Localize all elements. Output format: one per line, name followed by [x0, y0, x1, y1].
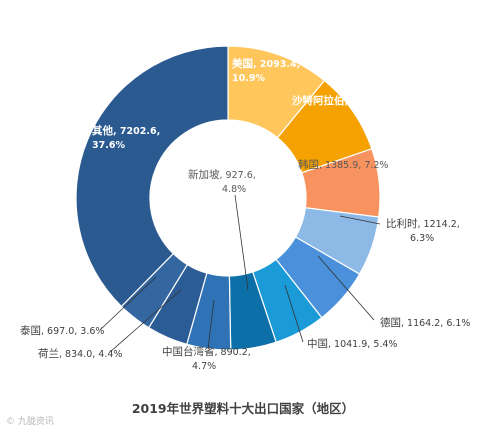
slice-value: , 890.2, [215, 347, 251, 358]
leader-line-5 [317, 255, 375, 321]
slice-pct: 6.3% [410, 233, 434, 244]
slice-label-7: 新加坡, 927.6, 4.8% [188, 168, 256, 195]
slice-name: 其他 [92, 124, 113, 137]
slice-name: 中国台湾省 [162, 345, 215, 358]
slice-pct: 37.6% [92, 140, 125, 151]
slice-label-4: 比利时, 1214.2, 6.3% [386, 217, 460, 244]
slice-value: , 2093.4, [253, 59, 300, 70]
slice-value: , 697.0, 3.6% [41, 326, 104, 337]
slice-pct: 4.7% [192, 361, 216, 372]
slice-value: , 7202.6, [113, 126, 160, 137]
slice-value: , 927.6, [220, 170, 256, 181]
slice-value: , 1214.2, [418, 219, 460, 230]
slice-name: 中国 [307, 337, 328, 350]
leader-line-6 [284, 284, 304, 343]
slice-name: 美国 [232, 57, 253, 70]
slice-label-10: 泰国, 697.0, 3.6% [20, 324, 104, 337]
slice-name: 德国 [380, 316, 401, 329]
slice-11 [75, 45, 229, 308]
slice-label-6: 中国, 1041.9, 5.4% [307, 337, 397, 350]
slice-label-2: 沙特阿拉伯, 1688.0, 8.8% [292, 94, 422, 107]
slice-value: , 834.0, 4.4% [59, 349, 122, 360]
slice-name: 新加坡 [188, 168, 220, 181]
leader-line-10 [99, 276, 157, 331]
slice-label-5: 德国, 1164.2, 6.1% [380, 316, 470, 329]
slice-label-11: 其他, 7202.6, 37.6% [92, 124, 160, 151]
slice-name: 泰国 [20, 324, 41, 337]
slice-name: 沙特阿拉伯 [292, 94, 345, 107]
chart-title: 2019年世界塑料十大出口国家（地区） [131, 401, 355, 416]
slice-name: 比利时 [386, 217, 418, 230]
slice-name: 荷兰 [38, 347, 59, 360]
leader-line-9 [109, 289, 182, 353]
leader-line-4 [339, 215, 381, 225]
slice-label-9: 荷兰, 834.0, 4.4% [38, 347, 122, 360]
slice-pct: 4.8% [222, 184, 246, 195]
slice-name: 韩国 [298, 158, 319, 171]
slice-pct: 10.9% [232, 73, 265, 84]
slice-value: , 1041.9, 5.4% [328, 339, 397, 350]
slice-label-3: 韩国, 1385.9, 7.2% [298, 158, 388, 171]
leader-line-8 [207, 299, 215, 350]
slice-value: , 1385.9, 7.2% [319, 160, 388, 171]
slice-label-1: 美国, 2093.4, 10.9% [232, 57, 300, 84]
slice-value: , 1164.2, 6.1% [401, 318, 470, 329]
leader-line-7 [234, 194, 249, 291]
watermark: © 九胧资讯 [6, 417, 54, 427]
slice-label-8: 中国台湾省, 890.2, 4.7% [162, 345, 251, 372]
chart-svg: 美国, 2093.4, 10.9%沙特阿拉伯, 1688.0, 8.8%韩国, 1… [20, 45, 470, 372]
slice-value: , 1688.0, 8.8% [345, 96, 422, 107]
